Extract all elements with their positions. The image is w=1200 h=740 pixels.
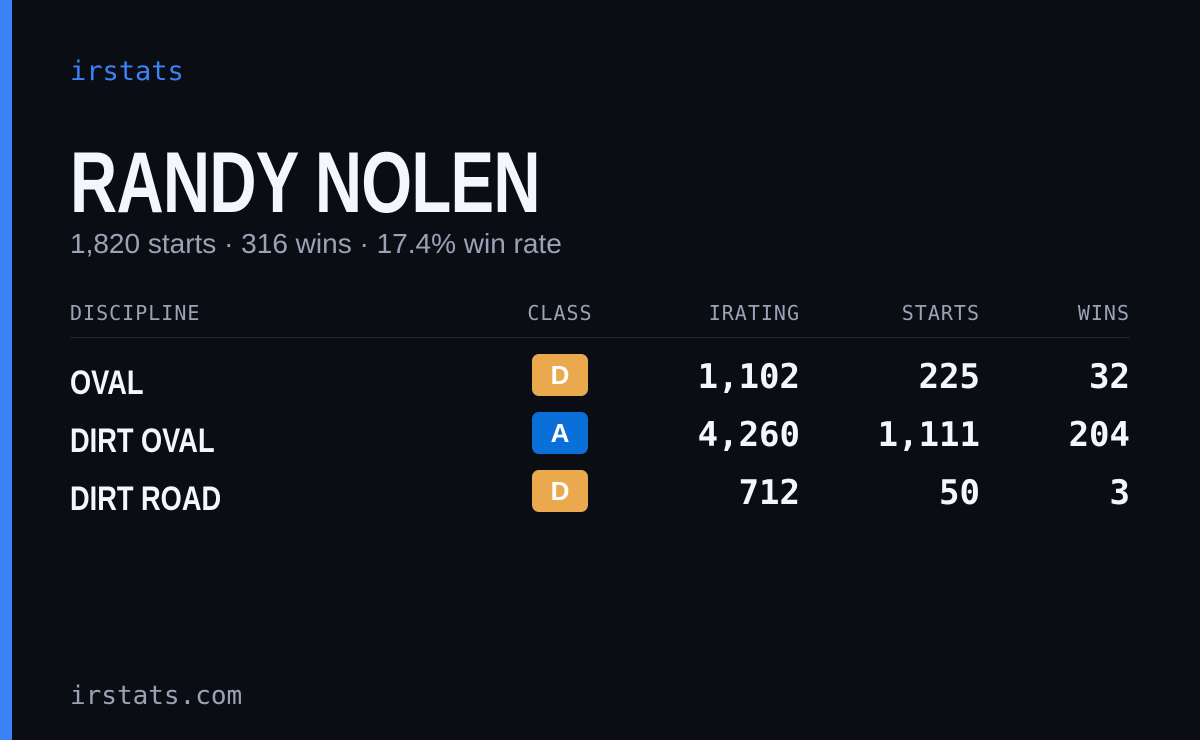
- summary: 1,820 starts · 316 wins · 17.4% win rate: [70, 228, 562, 259]
- stat-value: 1,111: [877, 415, 980, 455]
- column-header: DISCIPLINE: [70, 301, 201, 325]
- stat-value: 4,260: [697, 415, 800, 455]
- stat-value: 3: [1109, 473, 1130, 513]
- class-badge: D: [532, 470, 588, 512]
- column-header: STARTS: [901, 301, 980, 325]
- column-header: WINS: [1077, 301, 1130, 325]
- header-rule: [70, 337, 1130, 338]
- class-badge: A: [532, 412, 588, 454]
- column-header: CLASS: [527, 301, 593, 325]
- discipline-name: DIRT OVAL: [70, 422, 215, 460]
- brand: irstats: [70, 56, 184, 87]
- accent-stripe: [0, 0, 12, 740]
- stat-value: 1,102: [697, 357, 800, 397]
- footer-url: irstats.com: [70, 681, 243, 711]
- stat-value: 204: [1068, 415, 1130, 455]
- stat-value: 32: [1089, 357, 1130, 397]
- stat-value: 712: [738, 473, 800, 513]
- discipline-name: DIRT ROAD: [70, 480, 222, 518]
- column-header: IRATING: [708, 301, 800, 325]
- stat-value: 50: [939, 473, 980, 513]
- driver-name: RANDY NOLEN: [70, 135, 541, 231]
- stat-value: 225: [918, 357, 980, 397]
- discipline-name: OVAL: [70, 364, 144, 402]
- class-badge: D: [532, 354, 588, 396]
